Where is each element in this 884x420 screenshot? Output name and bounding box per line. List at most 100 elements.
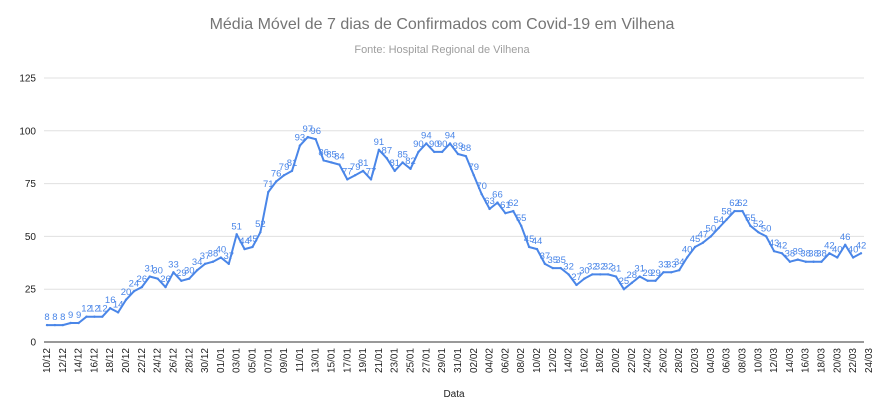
data-point — [124, 298, 128, 301]
x-tick-label: 28/12 — [184, 348, 195, 373]
x-tick-label: 16/02 — [579, 348, 590, 373]
data-point — [717, 226, 720, 230]
data-label: 86 — [318, 147, 329, 158]
data-label: 9 — [68, 310, 73, 321]
data-label: 45 — [524, 234, 535, 245]
x-tick-label: 18/02 — [595, 348, 606, 373]
data-label: 66 — [492, 190, 503, 201]
data-label: 54 — [713, 215, 724, 226]
data-label: 93 — [295, 133, 306, 144]
data-label: 14 — [113, 299, 124, 310]
data-point — [820, 260, 823, 263]
y-tick-label: 100 — [19, 126, 36, 137]
data-label: 47 — [698, 230, 709, 241]
x-tick-label: 18/12 — [105, 348, 116, 373]
data-point — [235, 233, 238, 236]
data-label: 70 — [476, 181, 487, 192]
data-point — [164, 285, 167, 289]
x-tick-label: 18/03 — [816, 348, 827, 373]
data-point — [377, 148, 381, 152]
data-label: 31 — [144, 264, 155, 275]
data-label: 12 — [89, 304, 100, 315]
y-tick-label: 50 — [25, 232, 37, 243]
series-line — [47, 136, 862, 327]
x-tick-label: 30/12 — [200, 348, 211, 373]
data-point — [678, 268, 681, 272]
data-label: 38 — [808, 249, 819, 260]
data-label: 52 — [753, 219, 764, 230]
data-point — [69, 321, 72, 325]
x-tick-label: 19/01 — [358, 348, 369, 373]
data-point — [440, 150, 444, 154]
data-label: 62 — [737, 198, 748, 209]
data-point — [425, 142, 428, 145]
data-point — [456, 152, 460, 156]
data-point — [61, 323, 65, 327]
x-tick-label: 10/03 — [753, 348, 764, 373]
data-point — [433, 150, 436, 154]
chart-title: Média Móvel de 7 dias de Confirmados com… — [209, 16, 675, 33]
data-point — [401, 161, 404, 164]
x-tick-label: 20/02 — [611, 348, 622, 373]
x-tick-label: 24/12 — [153, 348, 164, 373]
data-point — [354, 173, 357, 177]
data-point — [504, 211, 507, 215]
data-label: 24 — [129, 278, 140, 289]
x-tick-label: 14/02 — [564, 348, 575, 373]
data-point — [322, 159, 325, 162]
data-point — [709, 235, 713, 238]
data-label: 81 — [287, 158, 298, 169]
data-label: 61 — [500, 200, 511, 211]
x-tick-label: 13/01 — [311, 348, 322, 373]
x-tick-label: 26/02 — [658, 348, 669, 373]
data-label: 81 — [389, 158, 400, 169]
x-tick-label: 16/03 — [801, 348, 812, 373]
data-label: 35 — [547, 255, 558, 266]
data-label: 42 — [856, 240, 867, 251]
data-point — [77, 321, 80, 325]
x-tick-label: 22/12 — [137, 348, 148, 373]
data-point — [282, 173, 286, 177]
data-label: 77 — [366, 166, 377, 177]
data-point — [314, 138, 317, 141]
data-label: 31 — [634, 264, 645, 275]
data-label: 90 — [437, 139, 448, 150]
data-point — [448, 142, 452, 145]
data-label: 34 — [192, 257, 203, 268]
data-point — [796, 258, 799, 261]
data-point — [764, 235, 768, 238]
data-point — [630, 281, 634, 285]
x-tick-label: 05/01 — [247, 348, 258, 373]
data-point — [172, 271, 175, 274]
x-tick-label: 27/01 — [421, 348, 432, 373]
data-point — [488, 207, 491, 211]
data-label: 96 — [310, 126, 321, 137]
data-point — [575, 283, 578, 287]
x-tick-label: 12/03 — [769, 348, 780, 373]
data-point — [306, 135, 309, 139]
data-point — [749, 224, 752, 228]
data-label: 32 — [563, 261, 574, 272]
data-label: 85 — [397, 149, 408, 160]
data-point — [140, 285, 144, 289]
data-point — [472, 173, 475, 177]
data-label: 45 — [247, 234, 258, 245]
data-point — [741, 209, 744, 213]
x-tick-label: 12/02 — [548, 348, 559, 373]
y-tick-label: 125 — [19, 74, 36, 85]
data-point — [780, 252, 784, 255]
x-tick-label: 11/01 — [295, 348, 306, 373]
data-label: 42 — [824, 240, 835, 251]
data-point — [251, 245, 254, 249]
x-tick-label: 06/03 — [722, 348, 733, 373]
data-label: 8 — [52, 312, 57, 323]
data-point — [567, 273, 570, 276]
data-point — [45, 323, 49, 327]
data-point — [670, 271, 673, 274]
data-point — [646, 279, 649, 282]
data-label: 71 — [263, 179, 274, 190]
data-label: 30 — [579, 266, 590, 277]
data-label: 38 — [785, 249, 796, 260]
data-label: 25 — [619, 276, 630, 287]
data-point — [812, 260, 815, 263]
